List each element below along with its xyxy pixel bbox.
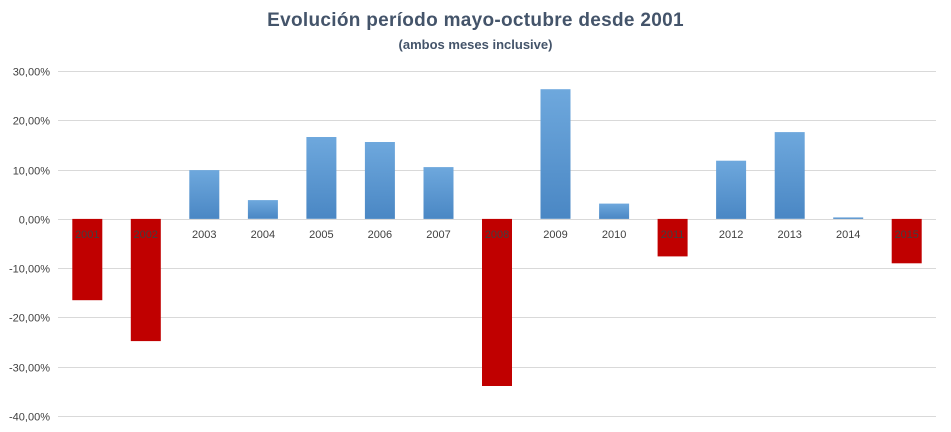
bar-2014 <box>833 217 864 219</box>
bar-2002 <box>130 218 161 342</box>
bar-2011 <box>657 218 688 257</box>
x-tick-label: 2015 <box>894 229 918 241</box>
bar-2010 <box>599 203 630 219</box>
bar-2005 <box>306 137 337 219</box>
x-tick-label: 2014 <box>836 229 860 241</box>
y-tick-label: -20,00% <box>9 313 50 325</box>
bar-2008 <box>482 218 512 386</box>
x-tick-label: 2013 <box>777 229 801 241</box>
y-tick-label: -40,00% <box>9 412 50 424</box>
bar-2015 <box>891 218 922 264</box>
x-tick-label: 2006 <box>368 229 392 241</box>
x-tick-label: 2009 <box>543 229 567 241</box>
chart-title: Evolución período mayo-octubre desde 200… <box>267 10 684 31</box>
x-tick-label: 2010 <box>602 229 626 241</box>
y-tick-label: -10,00% <box>9 264 50 276</box>
bar-2003 <box>189 170 220 219</box>
x-tick-label: 2003 <box>192 229 216 241</box>
x-tick-label: 2001 <box>75 229 99 241</box>
bars <box>72 89 922 386</box>
y-tick-label: 20,00% <box>13 116 51 128</box>
x-tick-label: 2008 <box>485 229 509 241</box>
chart-subtitle: (ambos meses inclusive) <box>398 37 553 52</box>
bar-2013 <box>774 132 805 219</box>
bar-2001 <box>72 218 103 301</box>
bar-2004 <box>247 200 278 219</box>
x-tick-label: 2007 <box>426 229 450 241</box>
bar-2007 <box>423 167 454 219</box>
x-axis: 2001 2002 2003 2004 2005 2006 2007 2008 2009 2010… <box>75 229 919 241</box>
x-tick-label: 2002 <box>134 229 158 241</box>
bar-2006 <box>364 142 395 219</box>
y-tick-label: 0,00% <box>19 215 50 227</box>
y-tick-label: 10,00% <box>13 166 51 178</box>
x-tick-label: 2012 <box>719 229 743 241</box>
bar-2009 <box>540 89 571 219</box>
x-tick-label: 2004 <box>251 229 275 241</box>
x-tick-label: 2011 <box>661 229 685 241</box>
x-tick-label: 2005 <box>309 229 333 241</box>
y-tick-label: -30,00% <box>9 363 50 375</box>
y-axis: 30,00% 20,00% 10,00% 0,00% -10,00% -20,00% -30… <box>9 67 50 424</box>
y-tick-label: 30,00% <box>13 67 51 79</box>
bar-2012 <box>716 160 747 219</box>
